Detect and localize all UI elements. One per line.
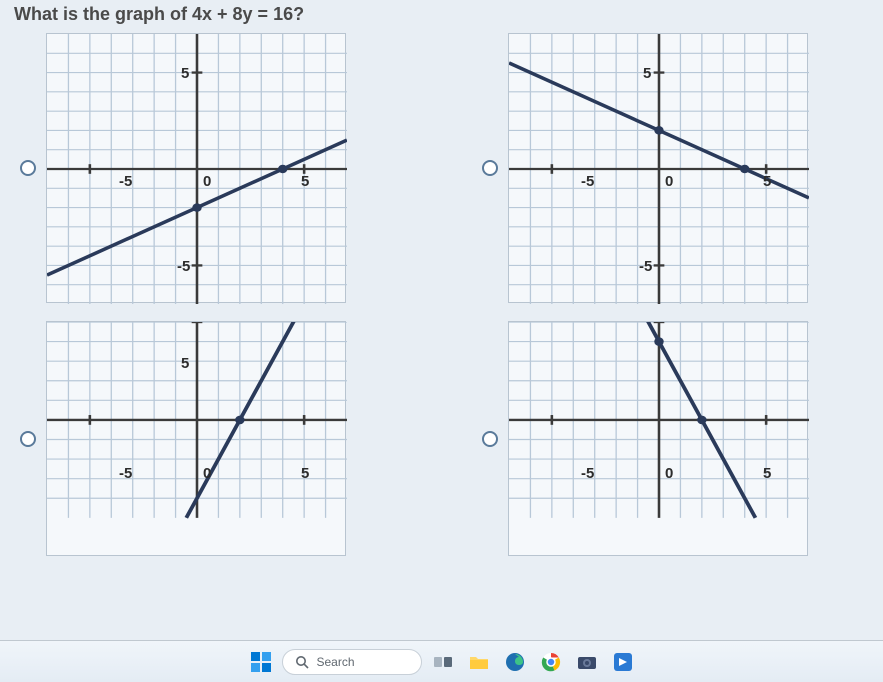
option-d[interactable]: -5 0 5 [482,321,824,556]
xlabel-0: 0 [665,173,673,190]
xlabel-neg5: -5 [119,173,132,190]
xlabel-5: 5 [301,465,309,482]
question-panel: What is the graph of 4x + 8y = 16? [0,0,883,640]
edge-icon [504,651,526,673]
xlabel-5: 5 [763,465,771,482]
xlabel-neg5: -5 [581,173,594,190]
search-icon [295,655,309,669]
xlabel-5: 5 [763,173,771,190]
camera-button[interactable] [572,647,602,677]
option-a[interactable]: -5 0 5 5 -5 [20,33,362,303]
edge-button[interactable] [500,647,530,677]
explorer-button[interactable] [464,647,494,677]
graph-d: -5 0 5 [508,321,808,556]
radio-a[interactable] [20,160,36,176]
graph-a: -5 0 5 5 -5 [46,33,346,303]
xlabel-neg5: -5 [119,465,132,482]
xlabel-0: 0 [665,465,673,482]
question-prompt: What is the graph of 4x + 8y = 16? [0,0,883,33]
folder-icon [468,651,490,673]
xlabel-5: 5 [301,173,309,190]
search-placeholder: Search [317,655,355,669]
ylabel-neg5: -5 [177,258,190,275]
graph-c: -5 0 5 5 [46,321,346,556]
start-button[interactable] [246,647,276,677]
xlabel-0: 0 [203,465,211,482]
radio-c[interactable] [20,431,36,447]
ylabel-5: 5 [643,65,651,82]
xlabel-0: 0 [203,173,211,190]
option-b[interactable]: -5 0 5 5 -5 [482,33,824,303]
ylabel-5: 5 [181,355,189,372]
option-c[interactable]: -5 0 5 5 [20,321,362,556]
taskbar-search[interactable]: Search [282,649,422,675]
chrome-icon [540,651,562,673]
options-grid: -5 0 5 5 -5 [0,33,883,556]
chrome-button[interactable] [536,647,566,677]
windows-icon [250,651,272,673]
app-button[interactable] [608,647,638,677]
xlabel-neg5: -5 [581,465,594,482]
taskbar: Search [0,640,883,682]
graph-b: -5 0 5 5 -5 [508,33,808,303]
radio-b[interactable] [482,160,498,176]
ylabel-5: 5 [181,65,189,82]
taskview-button[interactable] [428,647,458,677]
app-icon [612,651,634,673]
camera-icon [576,651,598,673]
ylabel-neg5: -5 [639,258,652,275]
radio-d[interactable] [482,431,498,447]
taskview-icon [432,651,454,673]
